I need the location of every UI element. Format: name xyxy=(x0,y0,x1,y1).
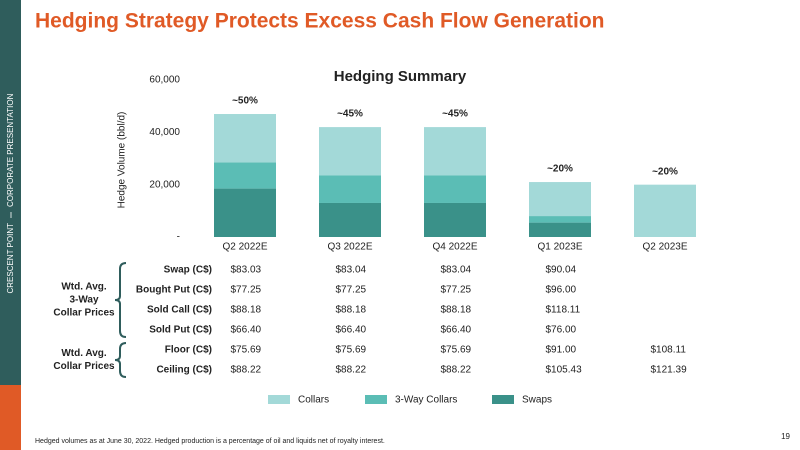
bar-annotation: ~45% xyxy=(337,109,363,120)
bar-segment xyxy=(319,175,381,203)
sidebar-accent xyxy=(0,385,21,450)
table-cell: $76.00 xyxy=(546,325,577,336)
slide-title: Hedging Strategy Protects Excess Cash Fl… xyxy=(35,10,605,33)
bar-segment xyxy=(424,175,486,203)
table-cell: $83.04 xyxy=(441,265,472,276)
group-label: Collar Prices xyxy=(53,308,115,319)
table-cell: $83.03 xyxy=(231,265,262,276)
row-label: Floor (C$) xyxy=(165,345,212,356)
row-label: Swap (C$) xyxy=(164,265,212,276)
table-cell: $105.43 xyxy=(546,365,583,376)
table-cell: $88.18 xyxy=(441,305,472,316)
table-cell: $88.22 xyxy=(231,365,262,376)
table-cell: $88.18 xyxy=(231,305,262,316)
bar-annotation: ~45% xyxy=(442,109,468,120)
y-tick-label: - xyxy=(177,232,180,243)
table-cell: $66.40 xyxy=(336,325,367,336)
table-cell: $66.40 xyxy=(231,325,262,336)
bar-segment xyxy=(214,162,276,189)
bar-segment xyxy=(634,184,696,237)
y-tick-label: 40,000 xyxy=(149,127,180,138)
y-tick-label: 60,000 xyxy=(149,75,180,86)
bar-segment xyxy=(424,202,486,237)
sidebar-deck: CORPORATE PRESENTATION xyxy=(6,93,15,207)
y-tick-label: 20,000 xyxy=(149,179,180,190)
y-axis-label: Hedge Volume (bbl/d) xyxy=(117,112,128,209)
row-label: Ceiling (C$) xyxy=(156,365,212,376)
row-label: Bought Put (C$) xyxy=(136,285,212,296)
bar-segment xyxy=(319,202,381,237)
table-cell: $75.69 xyxy=(231,345,262,356)
chart-title: Hedging Summary xyxy=(334,68,467,85)
bar-annotation: ~20% xyxy=(547,164,573,175)
row-label: Sold Call (C$) xyxy=(147,305,212,316)
bar-segment xyxy=(529,222,591,237)
table-cell: $96.00 xyxy=(546,285,577,296)
group-label: Wtd. Avg. xyxy=(61,348,107,359)
table-cell: $121.39 xyxy=(651,365,688,376)
bar-segment xyxy=(424,127,486,176)
group-bracket xyxy=(114,262,127,338)
table-cell: $118.11 xyxy=(546,305,581,316)
sidebar xyxy=(0,0,21,385)
table-cell: $108.11 xyxy=(651,345,687,356)
sidebar-company: CRESCENT POINT xyxy=(6,223,15,294)
table-cell: $83.04 xyxy=(336,265,367,276)
group-label: Wtd. Avg. xyxy=(61,282,107,293)
legend-label: 3-Way Collars xyxy=(395,395,457,406)
table-cell: $88.22 xyxy=(336,365,367,376)
sidebar-text: CRESCENT POINT CORPORATE PRESENTATION xyxy=(6,93,15,293)
legend-label: Swaps xyxy=(522,395,552,406)
bar-segment xyxy=(319,127,381,176)
x-tick-label: Q2 2022E xyxy=(222,242,267,253)
bar-annotation: ~20% xyxy=(652,166,678,177)
table-cell: $90.04 xyxy=(546,265,577,276)
row-label: Sold Put (C$) xyxy=(149,325,212,336)
table-cell: $88.18 xyxy=(336,305,367,316)
group-label: 3-Way xyxy=(69,295,99,306)
table-cell: $77.25 xyxy=(231,285,262,296)
x-tick-label: Q3 2022E xyxy=(327,242,372,253)
footnote: Hedged volumes as at June 30, 2022. Hedg… xyxy=(35,438,385,445)
table-cell: $88.22 xyxy=(441,365,472,376)
group-bracket xyxy=(114,342,127,378)
legend-swatch xyxy=(365,395,387,404)
x-tick-label: Q4 2022E xyxy=(432,242,477,253)
group-label: Collar Prices xyxy=(53,361,115,372)
table-cell: $66.40 xyxy=(441,325,472,336)
bar-segment xyxy=(214,188,276,237)
bar-segment xyxy=(529,216,591,223)
legend-label: Collars xyxy=(298,395,329,406)
table-cell: $77.25 xyxy=(336,285,367,296)
table-cell: $77.25 xyxy=(441,285,472,296)
table-cell: $75.69 xyxy=(336,345,367,356)
page-number: 19 xyxy=(781,432,790,441)
legend-swatch xyxy=(492,395,514,404)
legend-swatch xyxy=(268,395,290,404)
x-tick-label: Q2 2023E xyxy=(642,242,687,253)
table-cell: $75.69 xyxy=(441,345,472,356)
x-tick-label: Q1 2023E xyxy=(537,242,582,253)
bar-segment xyxy=(214,114,276,163)
table-cell: $91.00 xyxy=(546,345,577,356)
bar-annotation: ~50% xyxy=(232,96,258,107)
bar-segment xyxy=(529,182,591,217)
